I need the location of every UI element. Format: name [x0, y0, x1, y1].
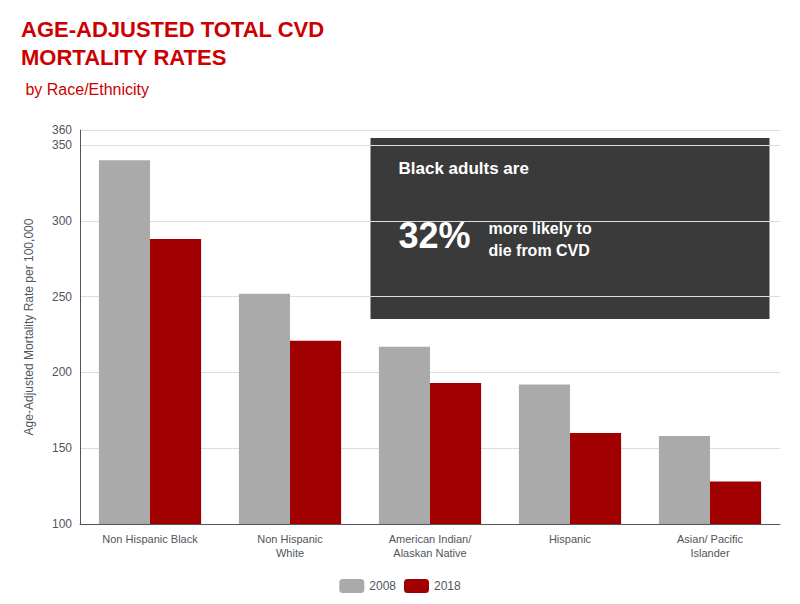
- svg-text:32%: 32%: [398, 215, 471, 257]
- svg-text:Non Hispanic: Non Hispanic: [257, 533, 323, 545]
- svg-text:Asian/ Pacific: Asian/ Pacific: [677, 533, 744, 545]
- svg-text:AGE-ADJUSTED TOTAL CVD: AGE-ADJUSTED TOTAL CVD: [21, 17, 324, 42]
- svg-text:250: 250: [52, 290, 72, 304]
- svg-text:Non Hispanic Black: Non Hispanic Black: [102, 533, 198, 545]
- svg-text:Hispanic: Hispanic: [549, 533, 592, 545]
- svg-text:Islander: Islander: [690, 547, 729, 559]
- svg-text:American Indian/: American Indian/: [389, 533, 472, 545]
- svg-text:Black adults are: Black adults are: [399, 159, 529, 178]
- svg-text:150: 150: [52, 441, 72, 455]
- svg-text:more likely to: more likely to: [489, 220, 592, 237]
- svg-text:350: 350: [52, 138, 72, 152]
- svg-text:360: 360: [52, 123, 72, 137]
- svg-text:2018: 2018: [434, 579, 461, 593]
- svg-text:2008: 2008: [369, 579, 396, 593]
- svg-text:200: 200: [52, 365, 72, 379]
- svg-text:Alaskan Native: Alaskan Native: [393, 547, 466, 559]
- svg-text:100: 100: [52, 517, 72, 531]
- svg-text:die from CVD: die from CVD: [489, 242, 590, 259]
- svg-text:300: 300: [52, 214, 72, 228]
- svg-text:White: White: [276, 547, 304, 559]
- svg-text:Age-Adjusted Mortality Rate pe: Age-Adjusted Mortality Rate per 100,000: [22, 218, 36, 435]
- svg-text:MORTALITY RATES: MORTALITY RATES: [21, 45, 226, 70]
- svg-text:by Race/Ethnicity: by Race/Ethnicity: [21, 81, 149, 98]
